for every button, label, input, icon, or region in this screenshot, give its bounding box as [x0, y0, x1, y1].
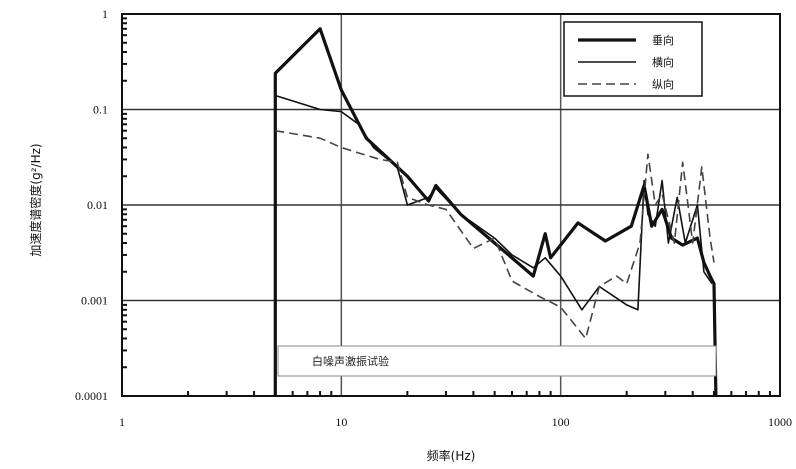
y-tick-label: 0.1: [93, 103, 108, 117]
x-axis-title: 频率(Hz): [427, 448, 476, 463]
legend-label-1: 横向: [652, 55, 674, 69]
y-tick-label: 0.0001: [75, 389, 108, 403]
y-axis-title: 加速度谱密度(g²/Hz): [28, 143, 43, 256]
x-tick-label: 1000: [768, 415, 792, 429]
y-tick-label: 0.001: [81, 294, 108, 308]
x-tick-label: 100: [552, 415, 570, 429]
y-tick-label: 0.01: [87, 198, 108, 212]
series-line-2: [275, 129, 715, 340]
annotation-text: 白噪声激振试验: [312, 354, 389, 368]
series-line-0: [273, 27, 718, 397]
plot-frame: [121, 13, 781, 397]
y-tick-label: 1: [102, 7, 108, 21]
series-lines: [273, 27, 718, 397]
y-tick-labels: 0.0001 0.001 0.01 0.1 1: [75, 7, 108, 403]
legend-label-2: 纵向: [652, 77, 674, 91]
x-tick-label: 10: [335, 415, 347, 429]
x-tick-label: 1: [119, 415, 125, 429]
annotation-box: 白噪声激振试验: [277, 345, 717, 377]
legend-label-0: 垂向: [652, 33, 674, 47]
x-tick-labels: 1 10 100 1000: [119, 415, 792, 429]
